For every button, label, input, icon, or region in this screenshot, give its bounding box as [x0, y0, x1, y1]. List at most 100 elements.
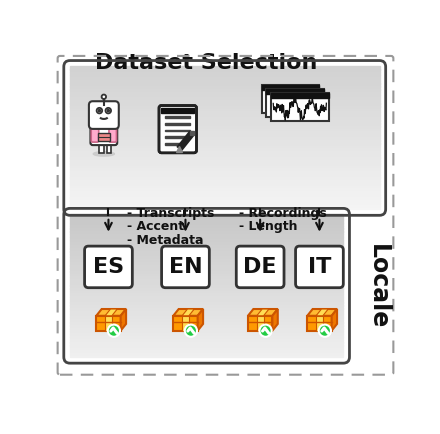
Bar [70, 66, 379, 69]
Bar [70, 311, 343, 314]
Bar [70, 286, 343, 289]
Bar [99, 144, 104, 153]
Bar [70, 158, 379, 161]
Bar [70, 192, 379, 195]
Bar [70, 169, 379, 172]
Bar [165, 123, 190, 125]
Polygon shape [121, 309, 126, 331]
Bar [70, 279, 343, 283]
Bar [70, 138, 379, 141]
Bar [70, 223, 343, 226]
Bar [70, 331, 343, 334]
Text: - Length: - Length [239, 220, 298, 233]
Circle shape [97, 108, 102, 113]
Bar [70, 186, 379, 189]
Bar [70, 283, 343, 286]
Bar [70, 325, 343, 329]
FancyBboxPatch shape [89, 101, 119, 129]
Bar [70, 206, 379, 209]
Text: DE: DE [243, 257, 277, 277]
Bar [70, 83, 379, 87]
Bar [70, 271, 343, 274]
Text: - Recordings: - Recordings [239, 207, 327, 220]
Bar [70, 254, 343, 257]
Polygon shape [332, 309, 337, 331]
Bar [70, 115, 379, 118]
Bar [70, 314, 343, 317]
Circle shape [260, 325, 271, 337]
Text: ES: ES [93, 257, 124, 277]
Bar [262, 85, 319, 90]
Bar [70, 149, 379, 152]
Bar [70, 81, 379, 84]
Bar [70, 322, 343, 326]
Bar [70, 155, 379, 158]
Bar [70, 98, 379, 101]
Bar [70, 297, 343, 300]
Bar [70, 106, 379, 109]
FancyBboxPatch shape [91, 128, 99, 142]
Polygon shape [248, 309, 278, 316]
Bar [70, 234, 343, 237]
Bar [70, 299, 343, 303]
Polygon shape [257, 309, 269, 316]
Bar [70, 328, 343, 332]
Polygon shape [316, 316, 323, 331]
Bar [266, 89, 324, 94]
Polygon shape [173, 316, 198, 331]
Circle shape [106, 108, 111, 113]
Bar [70, 160, 379, 164]
Text: - Metadata: - Metadata [127, 234, 203, 247]
Bar [70, 294, 343, 297]
Bar [70, 178, 379, 181]
FancyBboxPatch shape [159, 105, 196, 153]
Bar [70, 246, 343, 249]
Bar [70, 260, 343, 263]
Bar [70, 251, 343, 254]
Circle shape [185, 325, 197, 337]
Polygon shape [248, 316, 272, 331]
Bar [70, 197, 379, 201]
Bar [70, 189, 379, 192]
Bar [70, 194, 379, 198]
FancyBboxPatch shape [236, 246, 284, 288]
Bar [70, 200, 379, 204]
Bar [161, 108, 194, 113]
Bar [70, 109, 379, 112]
Bar [70, 152, 379, 155]
Bar [70, 306, 343, 309]
Bar [70, 351, 343, 354]
Bar [70, 78, 379, 81]
Bar [70, 143, 379, 147]
Text: EN: EN [169, 257, 202, 277]
Polygon shape [198, 309, 203, 331]
FancyBboxPatch shape [84, 246, 132, 288]
Bar [70, 123, 379, 127]
Bar [70, 86, 379, 89]
Bar [70, 166, 379, 169]
Polygon shape [105, 309, 117, 316]
Bar [70, 263, 343, 266]
Bar [70, 203, 379, 206]
Bar [70, 237, 343, 240]
Bar [271, 93, 329, 98]
Bar [165, 143, 182, 145]
Bar [70, 103, 379, 107]
Polygon shape [316, 309, 328, 316]
Bar [70, 334, 343, 337]
Bar [70, 317, 343, 320]
Bar [70, 240, 343, 243]
Bar [70, 337, 343, 340]
Bar [70, 345, 343, 349]
Polygon shape [182, 316, 189, 331]
Polygon shape [257, 316, 264, 331]
Bar [70, 126, 379, 129]
Bar [70, 231, 343, 234]
Bar [70, 89, 379, 92]
Bar [70, 92, 379, 95]
Polygon shape [307, 309, 337, 316]
Bar [70, 226, 343, 229]
FancyBboxPatch shape [91, 124, 117, 145]
Bar [70, 291, 343, 294]
FancyBboxPatch shape [109, 128, 117, 142]
